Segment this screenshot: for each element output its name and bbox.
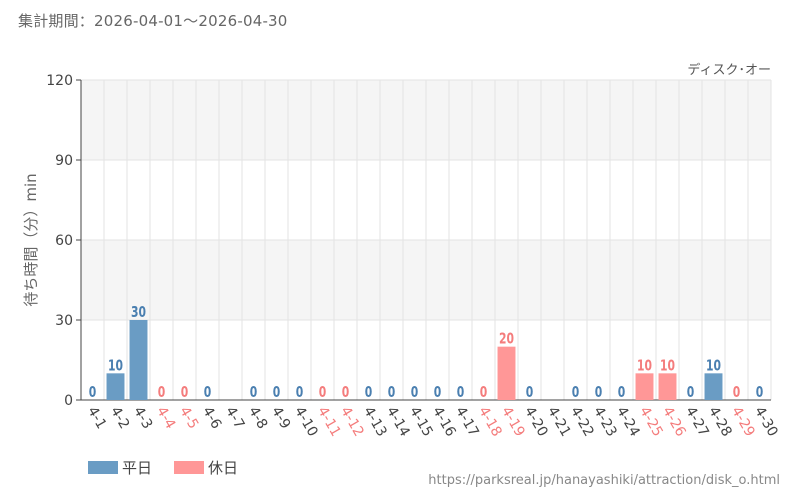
source-url: https://parksreal.jp/hanayashiki/attract… — [428, 473, 780, 488]
x-tick-label: 4-4 — [153, 404, 178, 432]
bar-value-label: 0 — [480, 384, 488, 402]
bar-value-label: 0 — [89, 384, 97, 402]
bar-value-label: 0 — [687, 384, 695, 402]
x-tick-label: 4-7 — [222, 404, 247, 432]
bar — [129, 320, 148, 400]
x-tick-label: 4-24 — [613, 404, 643, 440]
x-tick-label: 4-3 — [130, 404, 155, 432]
bar-value-label: 0 — [204, 384, 212, 402]
bar — [497, 346, 516, 400]
period-label: 集計期間：2026-04-01～2026-04-30 — [18, 12, 288, 30]
x-tick-label: 4-5 — [176, 404, 201, 432]
x-tick-label: 4-14 — [383, 404, 413, 440]
x-tick-label: 4-23 — [590, 404, 620, 440]
legend-label-holiday: 休日 — [208, 459, 239, 477]
x-tick-label: 4-11 — [314, 404, 344, 440]
bar-value-label: 0 — [273, 384, 281, 402]
legend-swatch-holiday — [174, 461, 205, 474]
bar-value-label: 20 — [499, 330, 514, 348]
bar-value-label: 10 — [660, 357, 675, 375]
bar — [704, 373, 723, 400]
bar — [658, 373, 677, 400]
bar-value-label: 0 — [158, 384, 166, 402]
x-tick-label: 4-10 — [291, 404, 321, 440]
bar-value-label: 0 — [733, 384, 741, 402]
x-tick-label: 4-17 — [452, 404, 482, 440]
y-axis-label: 待ち時間（分）min — [22, 173, 40, 306]
bar-value-label: 0 — [756, 384, 764, 402]
x-tick-label: 4-16 — [429, 404, 459, 440]
legend: 平日 休日 — [88, 457, 260, 478]
bar-value-label: 30 — [131, 304, 146, 322]
x-tick-label: 4-12 — [337, 404, 367, 440]
x-tick-label: 4-19 — [498, 404, 528, 440]
x-tick-label: 4-8 — [245, 404, 270, 432]
x-tick-label: 4-1 — [84, 404, 109, 432]
x-tick-label: 4-21 — [544, 404, 574, 440]
bar-value-label: 0 — [457, 384, 465, 402]
bar-value-label: 10 — [706, 357, 721, 375]
x-tick-label: 4-20 — [521, 404, 551, 440]
x-tick-label: 4-27 — [682, 404, 712, 440]
y-tick-label: 0 — [64, 393, 73, 409]
x-tick-label: 4-28 — [705, 404, 735, 440]
x-tick-label: 4-26 — [659, 404, 689, 440]
bar-value-label: 0 — [411, 384, 419, 402]
y-tick-label: 120 — [46, 73, 73, 89]
x-tick-label: 4-2 — [107, 404, 132, 432]
bar-value-label: 0 — [572, 384, 580, 402]
x-tick-label: 4-25 — [636, 404, 666, 440]
legend-item-weekday: 平日 — [88, 457, 152, 478]
bar-chart: 0306090120待ち時間（分）minディスク･オー04-1104-2304-… — [22, 62, 781, 440]
bar-value-label: 0 — [181, 384, 189, 402]
bar-value-label: 10 — [637, 357, 652, 375]
y-tick-label: 30 — [55, 313, 73, 329]
x-tick-label: 4-13 — [360, 404, 390, 440]
x-tick-label: 4-18 — [475, 404, 505, 440]
x-tick-label: 4-15 — [406, 404, 436, 440]
bar — [635, 373, 654, 400]
bar-value-label: 10 — [108, 357, 123, 375]
x-tick-label: 4-29 — [728, 404, 758, 440]
y-tick-label: 90 — [55, 153, 73, 169]
x-tick-label: 4-9 — [268, 404, 293, 432]
x-tick-label: 4-30 — [751, 404, 781, 440]
legend-swatch-weekday — [88, 461, 118, 474]
legend-label-weekday: 平日 — [122, 459, 153, 477]
bar-value-label: 0 — [434, 384, 442, 402]
series-label: ディスク･オー — [687, 62, 771, 78]
bar-value-label: 0 — [388, 384, 396, 402]
legend-item-holiday: 休日 — [174, 457, 238, 478]
bar-value-label: 0 — [365, 384, 373, 402]
bar-value-label: 0 — [250, 384, 258, 402]
x-tick-label: 4-6 — [199, 404, 224, 432]
bar-value-label: 0 — [342, 384, 350, 402]
x-tick-label: 4-22 — [567, 404, 597, 440]
bar-value-label: 0 — [618, 384, 626, 402]
bar-value-label: 0 — [319, 384, 327, 402]
bar — [106, 373, 125, 400]
bar-value-label: 0 — [595, 384, 603, 402]
bar-value-label: 0 — [526, 384, 534, 402]
y-tick-label: 60 — [55, 233, 73, 249]
bar-value-label: 0 — [296, 384, 304, 402]
